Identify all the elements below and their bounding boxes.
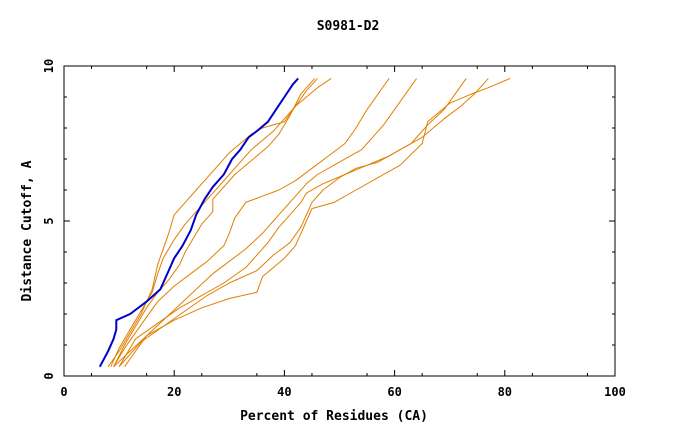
series-line-6 [118,78,467,367]
series-line-highlight [98,77,299,368]
x-tick-label: 100 [604,385,626,399]
y-tick-label: 5 [42,217,56,224]
x-tick-label: 60 [387,385,401,399]
x-tick-label: 80 [498,385,512,399]
x-tick-label: 40 [277,385,291,399]
axis-tick-labels: 0 20 40 60 80 100 0 5 10 [42,59,626,399]
series-line-8 [124,77,511,367]
series-layer [98,77,511,368]
x-tick-label: 20 [167,385,181,399]
x-tick-label: 0 [60,385,67,399]
plot-frame [63,65,616,377]
x-axis-label: Percent of Residues (CA) [240,409,428,424]
axis-ticks [63,65,616,377]
series-line-2 [110,77,332,367]
chart-title: S0981-D2 [317,19,380,34]
series-line-3 [113,78,316,367]
series-line-7 [118,78,489,368]
y-tick-label: 0 [42,372,56,379]
y-axis-label: Distance Cutoff, A [20,160,35,301]
series-line-4 [113,78,390,367]
y-tick-label: 10 [42,59,56,73]
series-line-5 [113,78,418,368]
